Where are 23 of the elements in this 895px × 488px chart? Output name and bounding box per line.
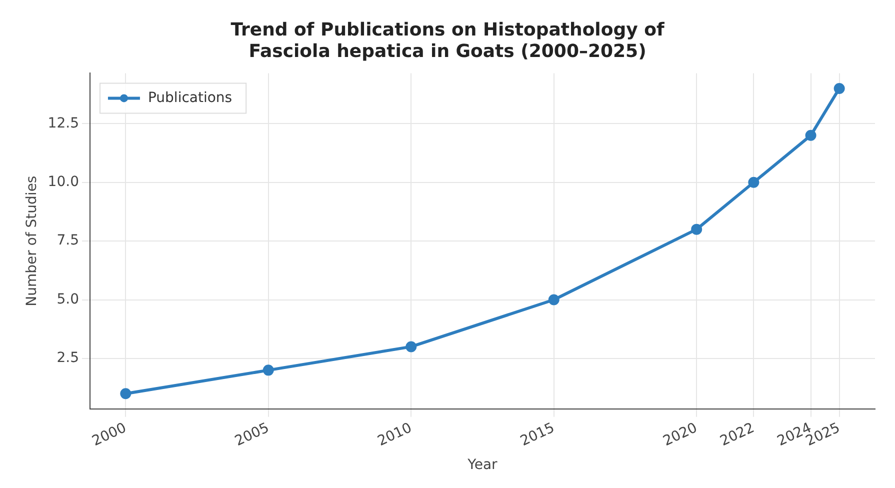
point	[805, 130, 816, 141]
y-axis-title: Number of Studies	[24, 176, 40, 306]
chart-title: Trend of Publications on Histopathology of Fasciola hepatica in Goats (2000–2025)	[230, 19, 664, 62]
point	[406, 341, 417, 352]
point	[834, 82, 845, 94]
point	[691, 224, 702, 235]
y-tick-label: 2.5	[56, 350, 79, 366]
x-tick-label: 2010	[375, 420, 414, 450]
x-tick-label: 2000	[90, 420, 129, 450]
point	[262, 364, 274, 376]
point	[548, 294, 560, 306]
x-tick-label: 2020	[660, 420, 700, 450]
y-tick-label: 10.0	[48, 174, 79, 190]
legend-label: Publications	[148, 90, 232, 106]
x-tick-label: 2005	[232, 420, 272, 450]
x-tick-label: 2022	[718, 420, 757, 450]
x-axis-title: Year	[466, 457, 498, 474]
y-tick-label: 12.5	[48, 115, 79, 132]
point	[748, 176, 760, 188]
point	[120, 388, 132, 400]
x-tick-label: 2015	[518, 420, 558, 450]
y-tick-label: 7.5	[56, 232, 79, 249]
y-tick-label: 5.0	[56, 291, 79, 308]
